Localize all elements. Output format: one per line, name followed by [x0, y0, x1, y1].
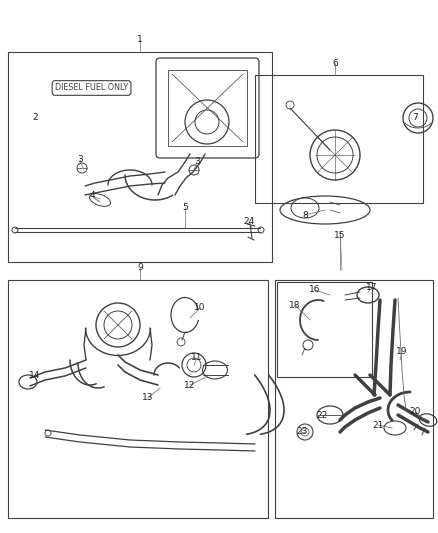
Text: 3: 3 — [194, 157, 200, 166]
Text: 3: 3 — [77, 156, 83, 165]
Text: 21: 21 — [372, 421, 384, 430]
Text: 20: 20 — [410, 408, 420, 416]
Text: 23: 23 — [297, 427, 307, 437]
Bar — [255, 75, 423, 203]
Bar — [8, 52, 272, 262]
Text: 6: 6 — [332, 59, 338, 68]
Text: 16: 16 — [309, 286, 321, 295]
Text: 19: 19 — [396, 348, 408, 357]
Text: 9: 9 — [137, 263, 143, 272]
Text: 10: 10 — [194, 303, 206, 312]
Text: 7: 7 — [412, 114, 418, 123]
Text: 1: 1 — [137, 36, 143, 44]
Text: 8: 8 — [302, 211, 308, 220]
Text: 5: 5 — [182, 203, 188, 212]
Text: 22: 22 — [316, 410, 328, 419]
Text: 13: 13 — [142, 393, 154, 402]
Text: 18: 18 — [289, 301, 301, 310]
Text: DIESEL FUEL ONLY: DIESEL FUEL ONLY — [55, 84, 128, 93]
Bar — [275, 280, 433, 518]
Text: 24: 24 — [244, 217, 254, 227]
Text: 2: 2 — [32, 114, 38, 123]
Text: 17: 17 — [366, 284, 378, 293]
Bar — [277, 282, 372, 377]
Text: 14: 14 — [29, 370, 41, 379]
Text: 11: 11 — [191, 353, 203, 362]
Bar — [168, 70, 247, 146]
Text: 15: 15 — [334, 230, 346, 239]
Bar — [8, 280, 268, 518]
Text: 4: 4 — [89, 191, 95, 200]
Text: 12: 12 — [184, 381, 196, 390]
